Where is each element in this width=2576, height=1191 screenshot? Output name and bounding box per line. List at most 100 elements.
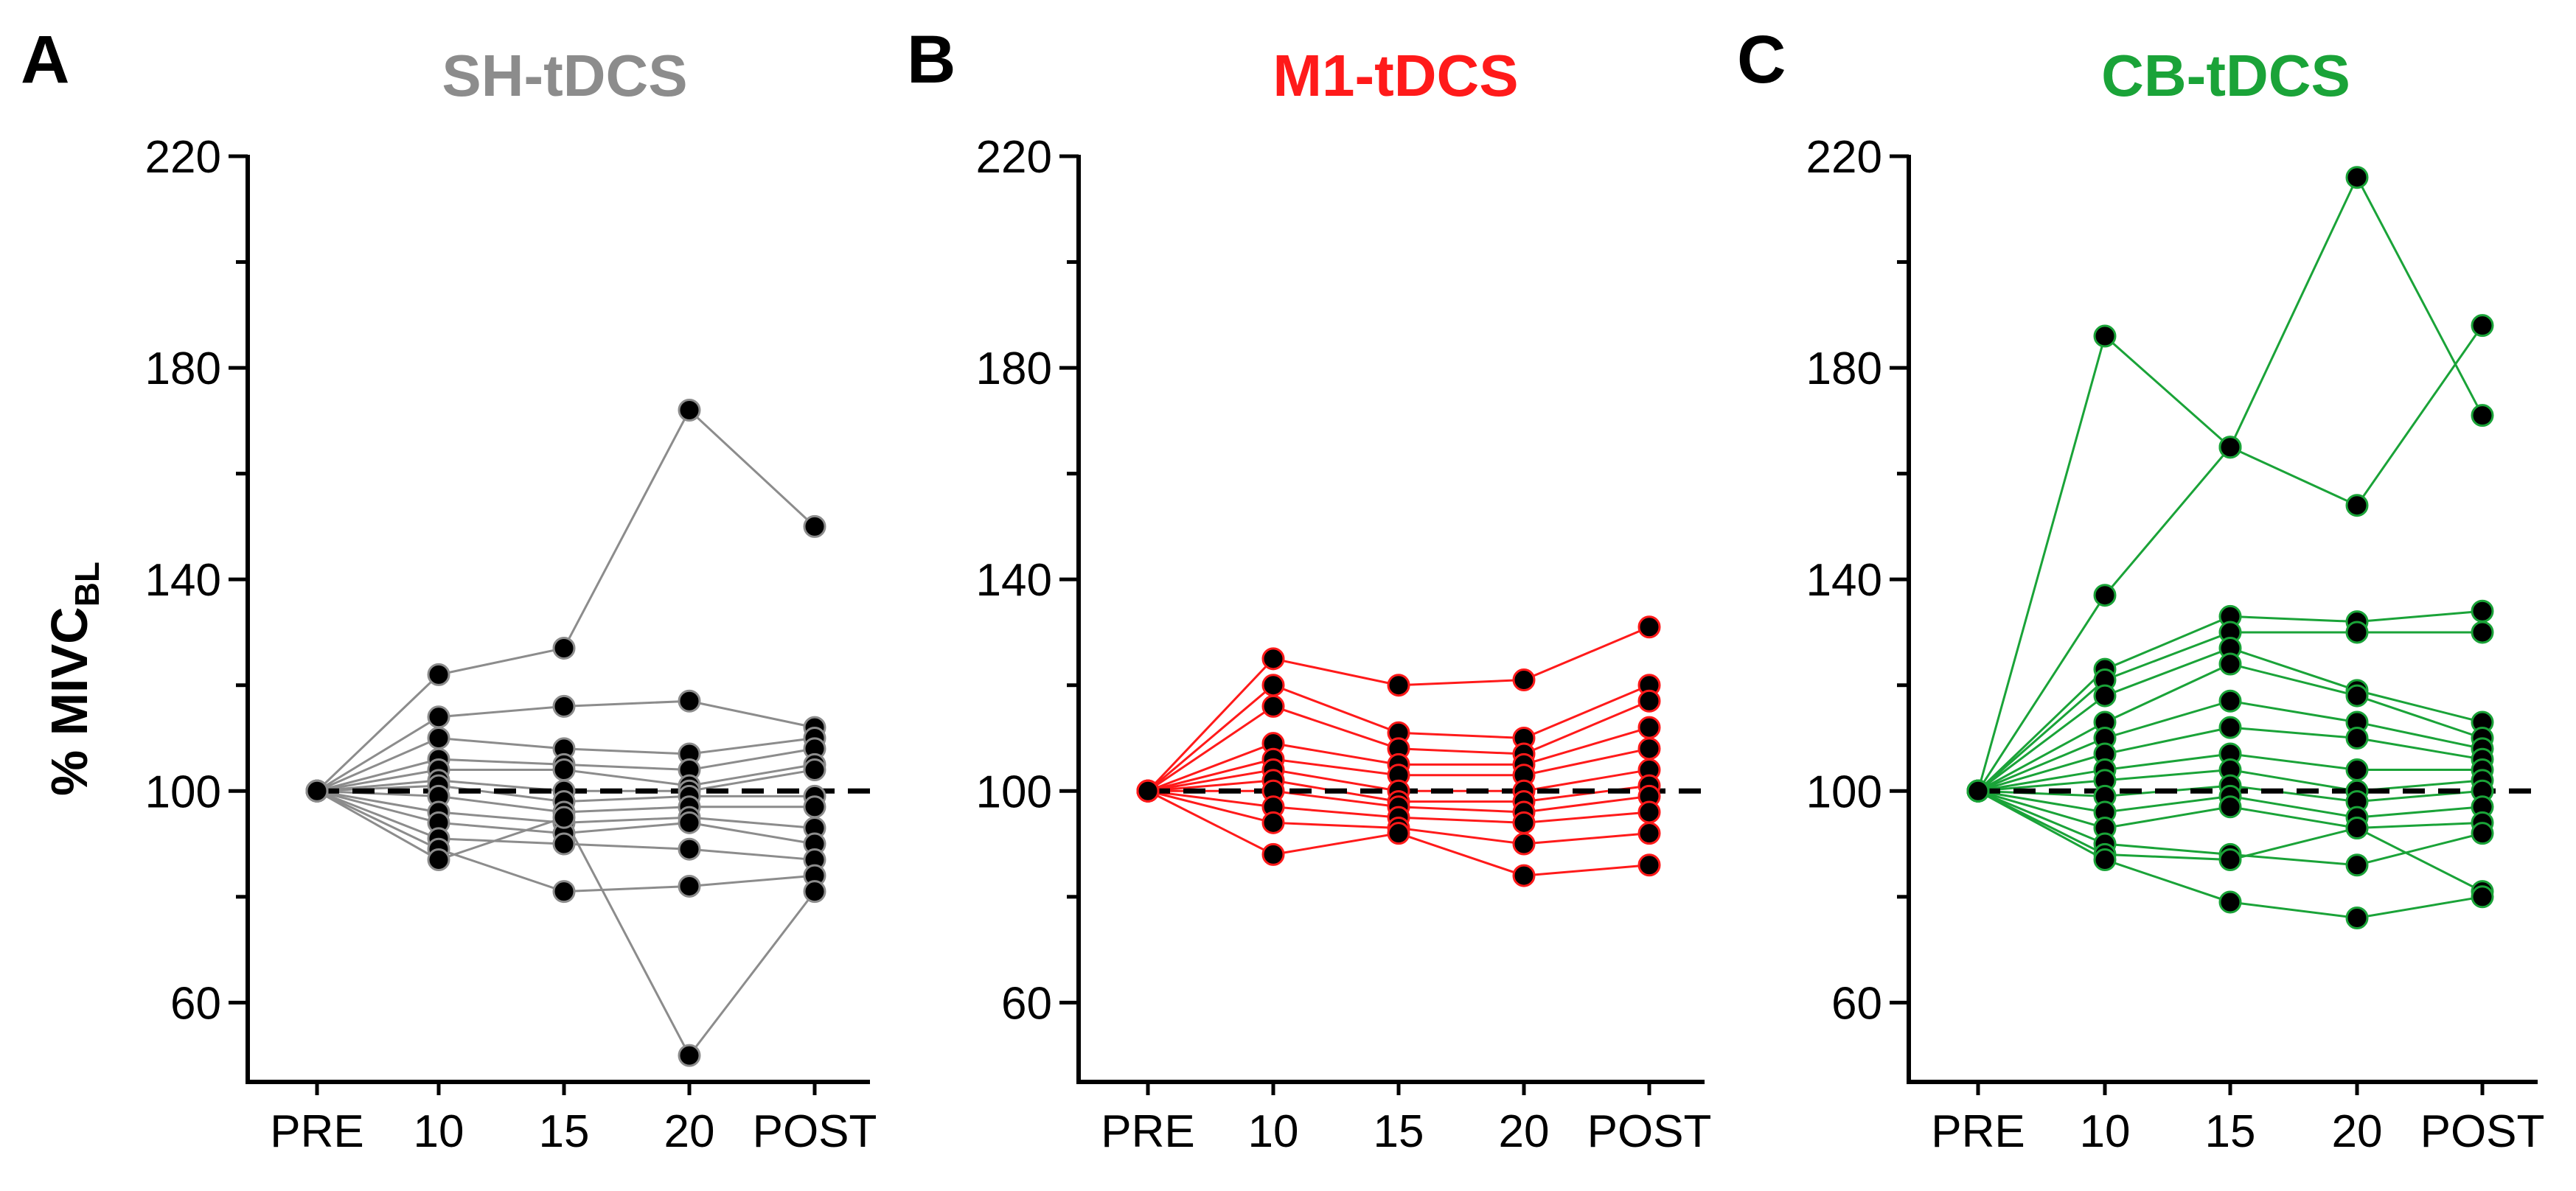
x-tick-label: 10 — [2080, 1106, 2131, 1157]
data-point — [1261, 647, 1285, 671]
data-point — [1512, 668, 1536, 692]
y-axis-label: % MIVCBL — [41, 562, 106, 796]
y-axis-label-sub: BL — [68, 562, 106, 607]
data-point — [2345, 853, 2369, 877]
data-point — [678, 1044, 701, 1067]
y-tick-label: 180 — [976, 343, 1052, 394]
x-tick-label: 20 — [1499, 1106, 1550, 1157]
data-point — [1637, 822, 1661, 845]
x-tick-label: PRE — [1101, 1106, 1194, 1157]
data-point — [2345, 684, 2369, 708]
y-tick-label: 60 — [1831, 978, 1882, 1029]
data-point — [2471, 404, 2494, 427]
data-point — [1637, 716, 1661, 739]
data-point — [427, 848, 450, 872]
data-point — [678, 874, 701, 898]
x-tick-label: POST — [2420, 1106, 2545, 1157]
data-point — [2218, 689, 2242, 713]
data-point — [1637, 853, 1661, 877]
data-point — [1637, 800, 1661, 824]
data-point — [2093, 848, 2117, 872]
x-tick-label: 10 — [1248, 1106, 1299, 1157]
data-point — [2471, 822, 2494, 845]
data-point — [2345, 494, 2369, 517]
data-point — [1637, 737, 1661, 761]
data-point — [803, 758, 826, 782]
panel-title: M1-tDCS — [1273, 43, 1518, 108]
y-tick-label: 140 — [145, 555, 221, 606]
panel-letter: A — [21, 22, 69, 97]
data-point — [2471, 621, 2494, 644]
data-point — [2471, 599, 2494, 623]
y-tick-label: 60 — [1001, 978, 1052, 1029]
x-tick-label: 20 — [664, 1106, 715, 1157]
x-tick-label: 15 — [539, 1106, 590, 1157]
data-point — [1512, 832, 1536, 856]
y-tick-label: 140 — [1806, 555, 1882, 606]
data-point — [552, 758, 576, 782]
y-tick-label: 100 — [145, 766, 221, 817]
x-tick-label: 15 — [2205, 1106, 2256, 1157]
data-point — [2218, 890, 2242, 914]
data-point — [803, 514, 826, 538]
plot-area: 60 100 140 180 220 PRE 10 15 20 POST — [1806, 132, 2545, 1157]
y-tick-label: 100 — [976, 766, 1052, 817]
data-point — [678, 811, 701, 834]
data-point — [678, 399, 701, 422]
data-point — [678, 689, 701, 713]
panel-c: C CB-tDCS 60 100 140 180 220 PRE 10 15 20 POST — [1737, 22, 2544, 1157]
data-point — [427, 663, 450, 686]
x-tick-label: 15 — [1374, 1106, 1424, 1157]
data-point — [2345, 907, 2369, 930]
panel-title: SH-tDCS — [442, 43, 687, 108]
x-tick-label: 20 — [2332, 1106, 2383, 1157]
data-point — [2471, 885, 2494, 909]
data-point — [1261, 674, 1285, 697]
data-point — [1261, 694, 1285, 718]
x-tick-label: POST — [753, 1106, 877, 1157]
data-point — [2218, 652, 2242, 676]
x-tick-label: PRE — [270, 1106, 363, 1157]
data-point — [2218, 436, 2242, 459]
data-point — [2345, 816, 2369, 839]
y-tick-label: 180 — [1806, 343, 1882, 394]
data-point — [2345, 621, 2369, 644]
data-point — [2345, 758, 2369, 782]
panel-a: A SH-tDCS 60 100 140 180 220 PRE 10 15 20 POST — [21, 22, 877, 1157]
data-point — [2471, 314, 2494, 338]
plot-area: 60 100 140 180 220 PRE 10 15 20 POST — [145, 132, 877, 1157]
data-point — [803, 795, 826, 819]
data-point — [2218, 848, 2242, 872]
y-tick-label: 220 — [976, 132, 1052, 183]
y-tick-label: 220 — [145, 132, 221, 183]
data-point — [552, 880, 576, 904]
y-tick-label: 140 — [976, 555, 1052, 606]
data-point — [1136, 779, 1160, 803]
y-axis-label-main: % MIVC — [41, 607, 98, 796]
data-point — [552, 832, 576, 856]
plot-area: 60 100 140 180 220 PRE 10 15 20 POST — [976, 132, 1712, 1157]
data-point — [2093, 584, 2117, 607]
x-tick-label: PRE — [1931, 1106, 2025, 1157]
data-point — [2218, 716, 2242, 739]
data-point — [427, 726, 450, 750]
data-point — [427, 705, 450, 729]
data-point — [2093, 324, 2117, 348]
data-point — [1966, 779, 1990, 803]
panel-letter: B — [907, 22, 955, 97]
y-tick-label: 100 — [1806, 766, 1882, 817]
data-point — [1387, 674, 1410, 697]
data-point — [552, 806, 576, 829]
y-tick-label: 60 — [170, 978, 221, 1029]
data-point — [2218, 795, 2242, 819]
data-point — [552, 694, 576, 718]
data-point — [1387, 822, 1410, 845]
series-line — [316, 408, 816, 792]
data-point — [2093, 684, 2117, 708]
data-point — [1637, 689, 1661, 713]
y-tick-label: 220 — [1806, 132, 1882, 183]
data-point — [552, 636, 576, 660]
data-point — [678, 837, 701, 861]
data-point — [1261, 842, 1285, 866]
